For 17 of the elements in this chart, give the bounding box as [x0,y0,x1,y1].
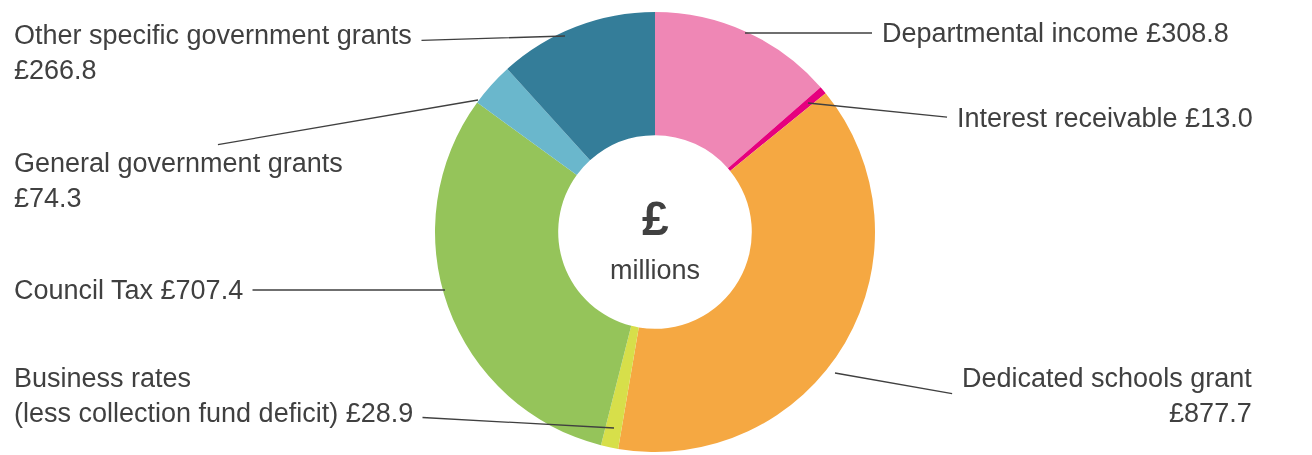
data-label: £266.8 [14,55,97,86]
text: £ [642,192,669,245]
data-label: £74.3 [14,183,82,214]
donut-slice [507,12,655,161]
donut-slice [727,87,826,171]
slice-label: Dedicated schools grant [962,363,1253,393]
slice-label: Interest receivable £13.0 [957,103,1253,133]
slice-label: Council Tax £707.4 [14,275,244,305]
donut-slice [655,12,821,169]
slice-label: Departmental income £308.8 [882,18,1229,48]
slice-label: Business rates (less collection fund deficit) £28.9 [14,363,414,429]
text: millions [610,255,701,285]
donut-slice [600,325,639,449]
donut-slice [477,68,590,176]
slice-label: General government grants [14,148,343,178]
slice-label: Other specific government grants [14,20,412,50]
data-label: £877.7 [1169,398,1252,429]
